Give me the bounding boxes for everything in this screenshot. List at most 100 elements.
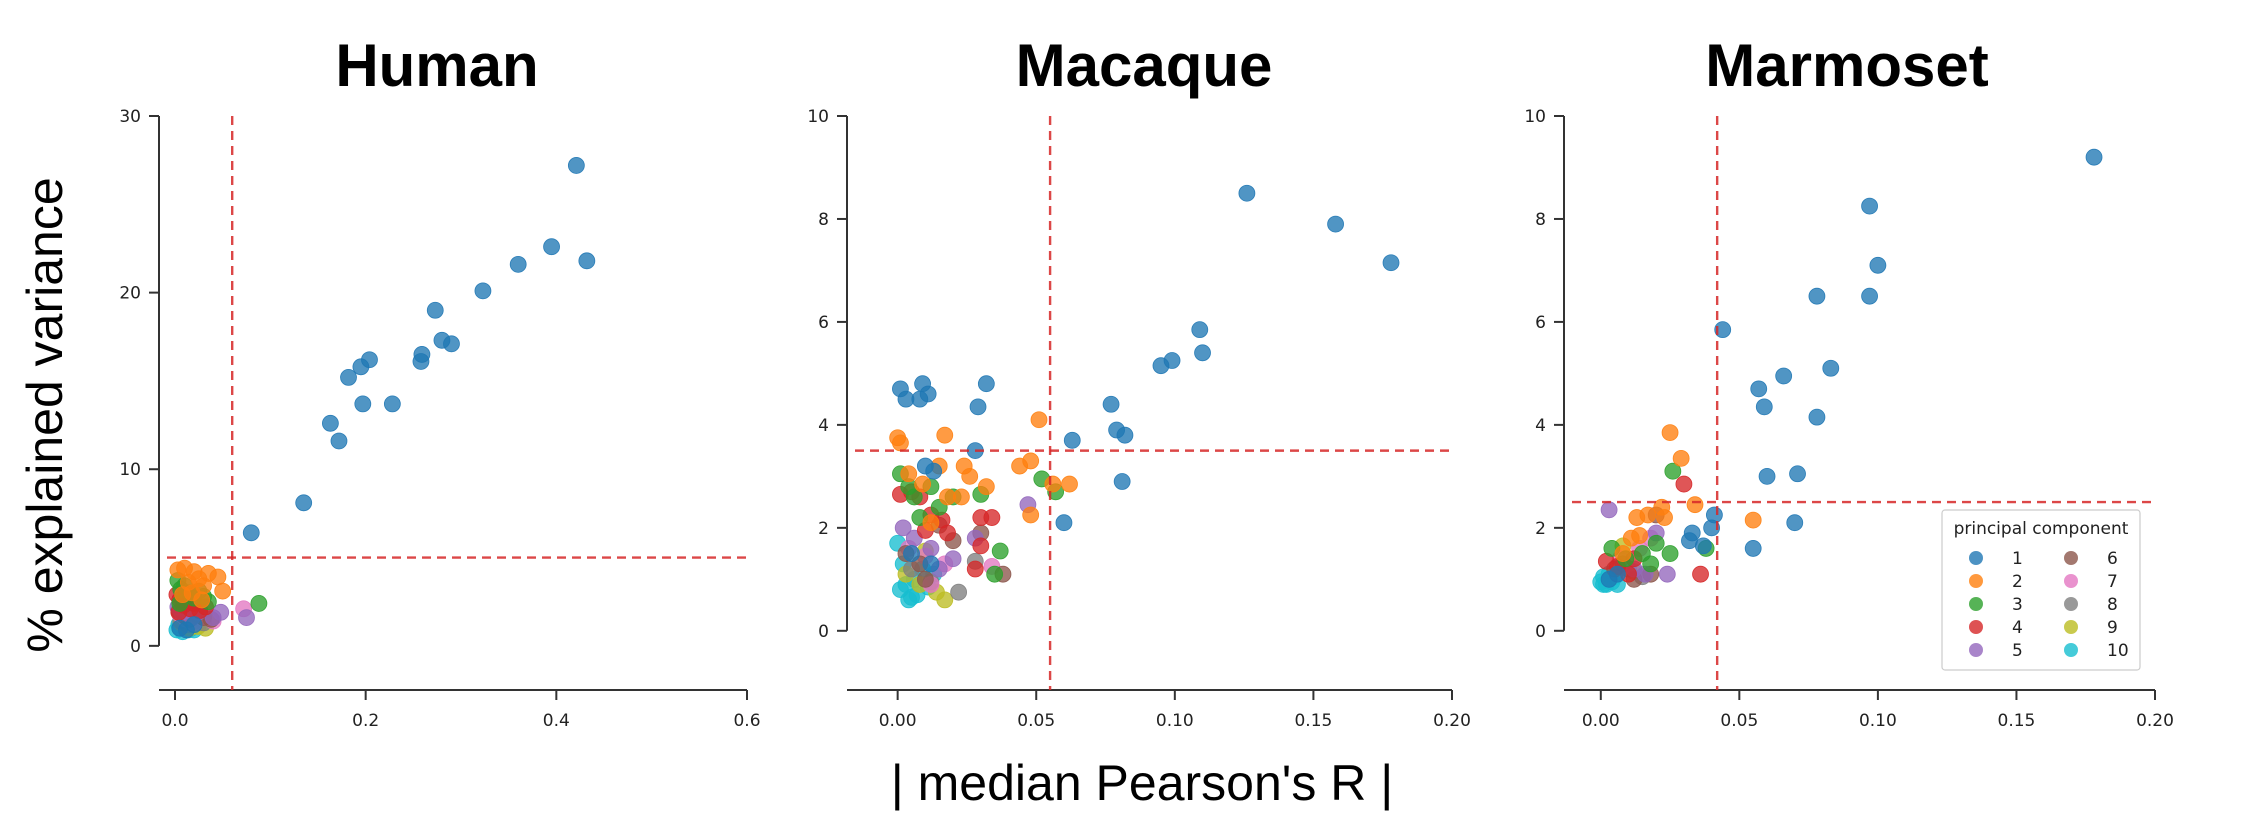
data-point xyxy=(1647,534,1665,552)
data-point xyxy=(321,414,339,432)
data-point xyxy=(1658,565,1676,583)
y-tick-label: 10 xyxy=(1524,107,1546,127)
data-point xyxy=(966,560,984,578)
data-point xyxy=(1022,452,1040,470)
data-point xyxy=(936,591,954,609)
data-point xyxy=(1758,467,1776,485)
x-tick-label: 0.15 xyxy=(1294,711,1332,731)
data-point xyxy=(952,488,970,506)
data-point xyxy=(214,582,232,600)
data-point xyxy=(922,514,940,532)
data-point xyxy=(443,335,460,353)
data-point xyxy=(1672,449,1690,467)
data-point xyxy=(413,346,431,363)
legend-marker xyxy=(1969,620,1983,634)
data-point xyxy=(944,550,962,568)
data-point xyxy=(1705,506,1723,524)
legend-label: 8 xyxy=(2107,595,2118,615)
data-point xyxy=(916,570,934,588)
data-point xyxy=(991,542,1009,560)
y-tick-label: 6 xyxy=(818,313,829,333)
data-point xyxy=(892,581,909,599)
y-tick-label: 0 xyxy=(130,637,141,657)
data-point xyxy=(1044,475,1062,493)
data-point xyxy=(1808,408,1826,426)
data-point xyxy=(1822,359,1840,377)
data-point xyxy=(922,540,940,557)
y-tick-label: 4 xyxy=(1535,416,1546,436)
legend-marker xyxy=(1969,551,1983,565)
data-point xyxy=(1664,462,1682,480)
data-point xyxy=(1661,424,1679,442)
data-point xyxy=(1382,254,1400,272)
data-point xyxy=(894,519,912,537)
series-pc-3 xyxy=(1603,462,1715,573)
data-point xyxy=(1600,501,1618,519)
data-point xyxy=(983,509,1001,526)
data-point xyxy=(905,488,923,506)
data-point xyxy=(939,524,956,542)
data-point xyxy=(1861,197,1878,215)
legend-label: 2 xyxy=(2012,572,2023,592)
data-point xyxy=(1030,411,1048,429)
data-point xyxy=(1786,514,1804,532)
data-point xyxy=(383,395,401,413)
legend: principal component 1 2 3 4 5 6 7 8 9 10 xyxy=(1941,509,2141,671)
data-point xyxy=(1750,380,1768,398)
data-point xyxy=(2085,148,2103,166)
y-tick-label: 0 xyxy=(818,622,829,642)
data-point xyxy=(242,524,260,542)
data-point xyxy=(1631,527,1648,544)
data-point xyxy=(578,252,596,270)
data-point xyxy=(1683,524,1701,542)
panel-macaque: Macaque 0 2 4 6 8 10 0.00 0.05 0.10 0.15 0.20 xyxy=(807,32,1471,731)
legend-label: 10 xyxy=(2107,641,2129,661)
series-pc-1 xyxy=(892,184,1400,573)
data-point xyxy=(977,478,995,496)
legend-marker xyxy=(1969,597,1983,611)
y-axis-label: % explained variance xyxy=(17,177,73,652)
data-point xyxy=(986,565,1004,583)
data-point xyxy=(1116,426,1134,444)
data-point xyxy=(1191,321,1209,339)
data-point xyxy=(1609,565,1626,583)
legend-label: 1 xyxy=(2012,549,2023,569)
legend-label: 3 xyxy=(2012,595,2023,615)
x-tick-label: 0.4 xyxy=(543,711,570,731)
data-point xyxy=(977,375,995,393)
data-point xyxy=(426,301,444,319)
legend-marker xyxy=(1969,574,1983,588)
legend-label: 7 xyxy=(2107,572,2118,592)
data-point xyxy=(543,238,560,256)
legend-marker xyxy=(2064,574,2078,588)
data-point xyxy=(1744,511,1762,529)
data-point xyxy=(1642,555,1660,573)
data-point xyxy=(1163,352,1181,369)
series-pc-1 xyxy=(171,157,596,639)
data-point xyxy=(892,434,909,452)
data-point xyxy=(1656,509,1673,526)
legend-label: 9 xyxy=(2107,618,2118,638)
data-point xyxy=(1238,184,1256,202)
panel-title: Macaque xyxy=(1016,32,1273,99)
x-tick-label: 0.2 xyxy=(352,711,379,731)
x-tick-label: 0.10 xyxy=(1859,711,1897,731)
panel-title: Human xyxy=(335,32,538,99)
data-point xyxy=(330,432,348,450)
x-tick-label: 0.15 xyxy=(1998,711,2036,731)
data-point xyxy=(1675,475,1693,493)
x-tick-label: 0.05 xyxy=(1017,711,1055,731)
y-tick-label: 20 xyxy=(119,284,141,304)
series-pc-2 xyxy=(889,411,1078,532)
data-point xyxy=(209,568,227,586)
x-tick-label: 0.20 xyxy=(1433,711,1471,731)
x-axis-label: | median Pearson's R | xyxy=(891,755,1393,811)
data-point xyxy=(1744,540,1762,557)
series-pc-2 xyxy=(1614,424,1762,562)
data-point xyxy=(1327,215,1344,233)
legend-marker xyxy=(2064,620,2078,634)
data-point xyxy=(1055,514,1073,532)
data-point xyxy=(238,609,255,626)
data-point xyxy=(1755,398,1773,416)
data-point xyxy=(903,545,920,562)
